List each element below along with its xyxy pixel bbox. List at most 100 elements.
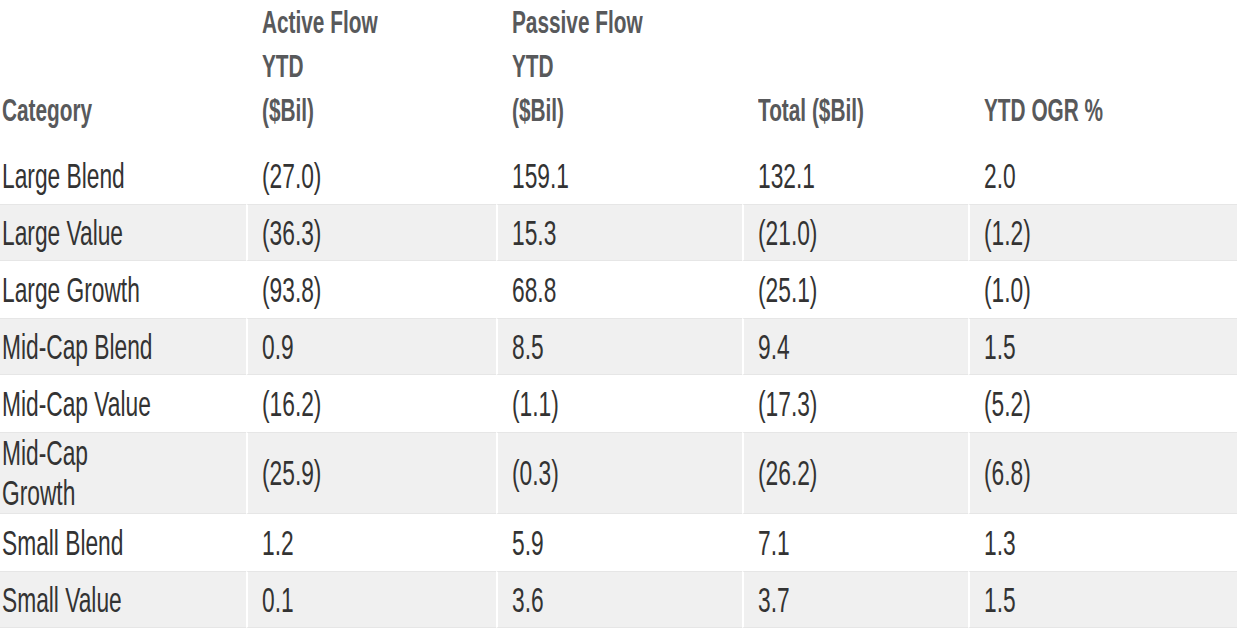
cell-text: (27.0) [262, 156, 321, 196]
value-cell: (16.2) [246, 375, 496, 432]
cell-text: (0.3) [512, 453, 559, 493]
value-cell: 68.8 [496, 261, 742, 318]
column-header-active-flow: Active Flow YTD ($Bil) [246, 0, 496, 147]
value-cell: 5.9 [496, 514, 742, 571]
category-cell: Small Blend [0, 514, 246, 571]
value-cell: 15.3 [496, 204, 742, 261]
cell-text: Large Blend [2, 156, 125, 196]
value-cell: (1.2) [968, 204, 1237, 261]
cell-text: (5.2) [984, 384, 1031, 424]
value-cell: 1.5 [968, 318, 1237, 375]
value-cell: (1.0) [968, 261, 1237, 318]
cell-text: Small Blend [2, 523, 123, 563]
value-cell: (21.0) [742, 204, 968, 261]
value-cell: 9.4 [742, 318, 968, 375]
header-label: Total ($Bil) [758, 88, 864, 132]
table-body: Large Blend (27.0) 159.1 132.1 2.0 Large Valu… [0, 147, 1237, 636]
category-cell: Mid-Cap Blend [0, 318, 246, 375]
cell-text: (16.2) [262, 384, 321, 424]
value-cell: 132.1 [742, 147, 968, 204]
category-cell: Mid-Cap Growth [0, 432, 246, 514]
table-row: Mid-Cap Blend 0.9 8.5 9.4 1.5 [0, 318, 1237, 375]
column-header-ytd-ogr: YTD OGR % [968, 0, 1237, 147]
cell-text: Mid-Cap Growth [2, 433, 161, 513]
value-cell: (25.1) [742, 261, 968, 318]
value-cell: (25.9) [246, 432, 496, 514]
value-cell: 1.3 [968, 514, 1237, 571]
value-cell: (26.2) [742, 432, 968, 514]
cell-text: 1.5 [984, 327, 1016, 367]
table-row: Large Growth (93.8) 68.8 (25.1) (1.0) [0, 261, 1237, 318]
value-cell: (6.8) [968, 432, 1237, 514]
table-row: Mid-Cap Growth (25.9) (0.3) (26.2) (6.8) [0, 432, 1237, 514]
header-label: YTD OGR % [984, 88, 1103, 132]
table-row: Small Growth(12.0)1.7(10.2)(4.2) [0, 628, 1237, 636]
table-row: Mid-Cap Value (16.2) (1.1) (17.3) (5.2) [0, 375, 1237, 432]
column-header-category: Category [0, 0, 246, 147]
value-cell: 2.0 [968, 147, 1237, 204]
value-cell: 159.1 [496, 147, 742, 204]
value-cell: 0.9 [246, 318, 496, 375]
cell-text: (6.8) [984, 453, 1031, 493]
table-row: Large Blend (27.0) 159.1 132.1 2.0 [0, 147, 1237, 204]
column-header-total: Total ($Bil) [742, 0, 968, 147]
value-cell: (10.2) [742, 628, 968, 636]
value-cell: (0.3) [496, 432, 742, 514]
value-cell: (27.0) [246, 147, 496, 204]
cell-text: 2.0 [984, 156, 1016, 196]
cell-text: 1.5 [984, 580, 1016, 620]
cell-text: (21.0) [758, 213, 817, 253]
header-row: Category Active Flow YTD ($Bil) Passive … [0, 0, 1237, 147]
header-label: Category [2, 88, 92, 132]
cell-text: 159.1 [512, 156, 569, 196]
cell-text: 3.6 [512, 580, 544, 620]
value-cell: (17.3) [742, 375, 968, 432]
value-cell: 0.1 [246, 571, 496, 628]
cell-text: 8.5 [512, 327, 544, 367]
table-header: Category Active Flow YTD ($Bil) Passive … [0, 0, 1237, 147]
header-label: Active Flow YTD ($Bil) [262, 0, 414, 132]
value-cell: 3.6 [496, 571, 742, 628]
cell-text: Mid-Cap Value [2, 384, 151, 424]
category-cell: Small Value [0, 571, 246, 628]
header-label: Passive Flow YTD ($Bil) [512, 0, 662, 132]
value-cell: (93.8) [246, 261, 496, 318]
cell-text: 1.2 [262, 523, 294, 563]
cell-text: 0.1 [262, 580, 294, 620]
cell-text: 132.1 [758, 156, 815, 196]
table-row: Large Value (36.3) 15.3 (21.0) (1.2) [0, 204, 1237, 261]
cell-text: 7.1 [758, 523, 790, 563]
value-cell: (36.3) [246, 204, 496, 261]
value-cell: (4.2) [968, 628, 1237, 636]
cell-text: 68.8 [512, 270, 556, 310]
cell-text: (17.3) [758, 384, 817, 424]
value-cell: 1.2 [246, 514, 496, 571]
cell-text: 15.3 [512, 213, 556, 253]
category-cell: Large Blend [0, 147, 246, 204]
value-cell: (1.1) [496, 375, 742, 432]
fund-flows-table: Category Active Flow YTD ($Bil) Passive … [0, 0, 1237, 636]
cell-text: 5.9 [512, 523, 544, 563]
value-cell: (5.2) [968, 375, 1237, 432]
table-row: Small Value0.13.63.71.5 [0, 571, 1237, 628]
cell-text: (26.2) [758, 453, 817, 493]
cell-text: 9.4 [758, 327, 790, 367]
cell-text: (25.9) [262, 453, 321, 493]
cell-text: (1.0) [984, 270, 1031, 310]
cell-text: Mid-Cap Blend [2, 327, 152, 367]
column-header-passive-flow: Passive Flow YTD ($Bil) [496, 0, 742, 147]
value-cell: (12.0) [246, 628, 496, 636]
cell-text: 0.9 [262, 327, 294, 367]
value-cell: 7.1 [742, 514, 968, 571]
category-cell: Mid-Cap Value [0, 375, 246, 432]
category-cell: Large Growth [0, 261, 246, 318]
category-cell: Large Value [0, 204, 246, 261]
cell-text: Large Growth [2, 270, 140, 310]
cell-text: Large Value [2, 213, 123, 253]
table-row: Small Blend 1.2 5.9 7.1 1.3 [0, 514, 1237, 571]
cell-text: (36.3) [262, 213, 321, 253]
cell-text: (25.1) [758, 270, 817, 310]
value-cell: 8.5 [496, 318, 742, 375]
cell-text: (1.2) [984, 213, 1031, 253]
cell-text: (93.8) [262, 270, 321, 310]
